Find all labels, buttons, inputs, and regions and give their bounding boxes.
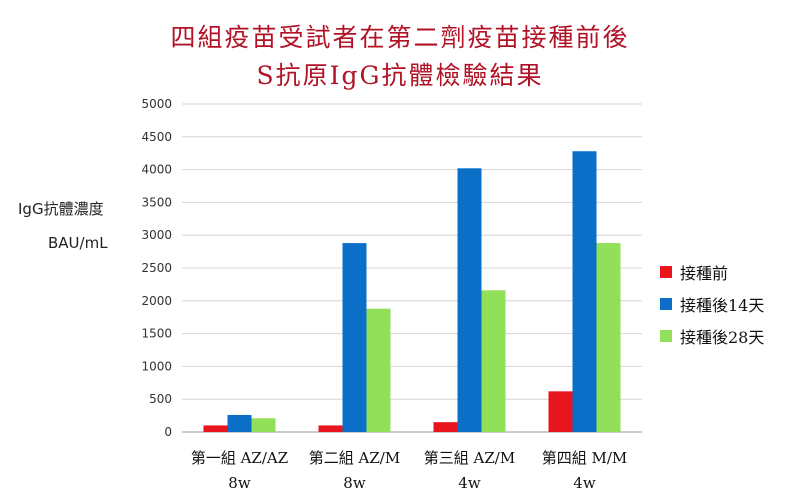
legend-swatch	[660, 266, 672, 278]
bar	[433, 422, 458, 432]
x-tick-label: 第二組 AZ/M	[309, 449, 400, 467]
x-tick-label-line2: 8w	[228, 474, 251, 489]
x-tick-label-line2: 4w	[458, 474, 481, 489]
y-tick-label: 0	[164, 425, 172, 439]
bar	[227, 414, 252, 432]
legend-swatch	[660, 330, 672, 342]
chart-title-line2: S抗原IgG抗體檢驗結果	[256, 61, 544, 90]
x-tick-label-line2: 4w	[573, 474, 596, 489]
y-tick-label: 2500	[141, 261, 172, 275]
legend-item: 接種後28天	[660, 320, 764, 352]
legend-item: 接種後14天	[660, 288, 764, 320]
y-tick-label: 500	[149, 392, 172, 406]
bar	[457, 168, 482, 432]
y-tick-label: 4000	[141, 163, 172, 177]
legend-item: 接種前	[660, 256, 764, 288]
y-tick-label: 1000	[141, 359, 172, 373]
y-tick-label: 3500	[141, 195, 172, 209]
bar	[342, 243, 367, 432]
legend: 接種前 接種後14天 接種後28天	[660, 256, 764, 352]
x-tick-label: 第三組 AZ/M	[424, 449, 515, 467]
y-tick-label: 5000	[141, 97, 172, 111]
chart-title-line1: 四組疫苗受試者在第二劑疫苗接種前後	[170, 23, 630, 52]
x-tick-label-line2: 8w	[343, 474, 366, 489]
legend-swatch	[660, 298, 672, 310]
bar	[203, 425, 228, 432]
bar	[251, 418, 276, 432]
bar	[366, 308, 391, 432]
y-axis-label: IgG抗體濃度	[18, 200, 104, 218]
legend-label: 接種後14天	[680, 296, 765, 315]
y-axis-unit: BAU/mL	[48, 234, 108, 252]
y-tick-label: 1500	[141, 327, 172, 341]
y-tick-label: 4500	[141, 130, 172, 144]
legend-label: 接種後28天	[680, 328, 765, 347]
y-tick-label: 3000	[141, 228, 172, 242]
bar	[481, 290, 506, 432]
bar	[572, 151, 597, 432]
legend-label: 接種前	[680, 264, 729, 283]
x-tick-label: 第四組 M/M	[542, 449, 628, 467]
bar	[596, 243, 621, 432]
x-tick-label: 第一組 AZ/AZ	[191, 449, 288, 467]
bar	[318, 425, 343, 432]
bar	[548, 391, 573, 432]
y-tick-label: 2000	[141, 294, 172, 308]
